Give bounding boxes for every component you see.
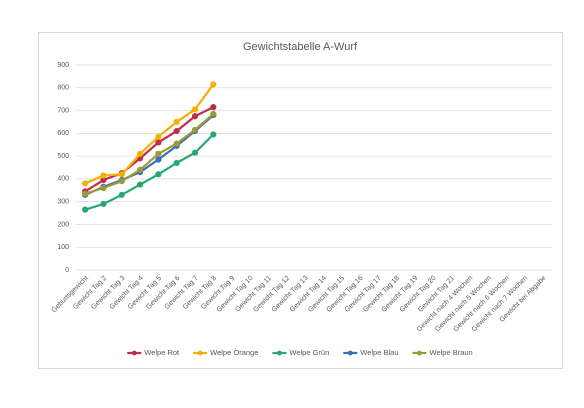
y-tick-label: 400 [57, 176, 69, 183]
data-point [82, 190, 89, 197]
data-point [100, 172, 107, 179]
legend-label: Welpe Grün [289, 348, 329, 357]
legend-label: Welpe Orange [210, 348, 258, 357]
data-point [210, 81, 217, 88]
legend: Welpe Rot Welpe Orange Welpe Grün Welpe Bla… [127, 348, 473, 357]
y-tick-label: 900 [57, 62, 69, 69]
data-point [82, 206, 89, 213]
series-line [84, 106, 215, 193]
y-tick-label: 300 [57, 199, 69, 206]
series-line [84, 112, 215, 195]
data-point [82, 180, 89, 187]
data-point [118, 171, 125, 178]
data-point [136, 166, 144, 173]
y-tick-label: 200 [57, 221, 69, 228]
legend-marker [276, 350, 282, 356]
data-point [210, 110, 217, 118]
chart-title: Gewichtstabelle A-Wurf [243, 41, 358, 53]
data-point [173, 140, 180, 147]
data-point [100, 200, 107, 208]
data-point [155, 139, 162, 146]
data-point [173, 118, 180, 126]
data-point [191, 126, 199, 134]
series-line [84, 133, 215, 211]
y-tick-label: 800 [57, 85, 69, 92]
data-point [118, 191, 125, 198]
y-tick-label: 100 [57, 244, 69, 251]
data-point [191, 149, 199, 156]
legend-label: Welpe Braun [430, 348, 473, 357]
data-point [173, 159, 180, 167]
chart-frame [38, 32, 563, 369]
data-point [191, 113, 199, 120]
data-point [155, 156, 162, 163]
legend-marker [131, 350, 137, 356]
data-point [155, 150, 162, 157]
y-tick-label: 600 [57, 130, 69, 137]
legend-label: Welpe Blau [360, 348, 398, 357]
data-point [173, 127, 180, 135]
y-tick-label: 0 [65, 267, 69, 274]
data-point [210, 131, 217, 138]
data-point [191, 106, 199, 113]
legend-marker [197, 350, 203, 356]
data-point [100, 184, 107, 192]
legend-marker [347, 350, 353, 356]
legend-label: Welpe Rot [144, 348, 180, 357]
data-point [155, 133, 162, 140]
y-tick-label: 700 [57, 107, 69, 114]
y-tick-label: 500 [57, 153, 69, 160]
data-point [210, 104, 217, 111]
legend-marker [417, 350, 422, 356]
data-point [136, 181, 144, 188]
data-point [118, 178, 125, 185]
data-point [136, 150, 144, 157]
data-point [155, 171, 162, 178]
